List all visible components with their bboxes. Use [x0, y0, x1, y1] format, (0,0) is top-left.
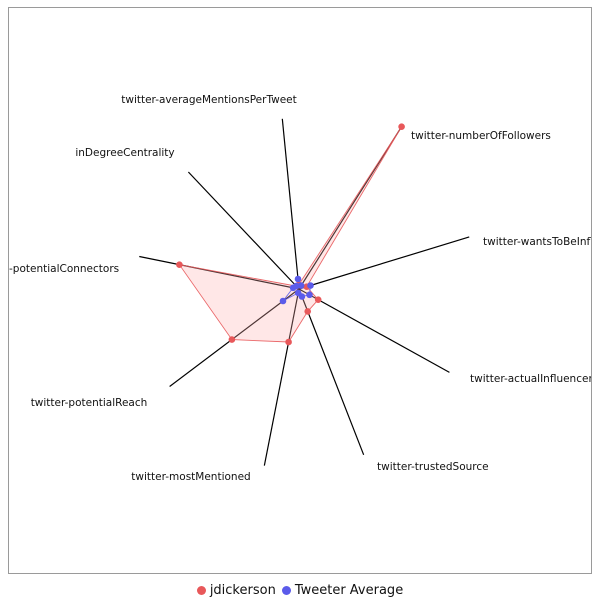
point-tweeter-average-twitter-potentialreach[interactable]	[279, 297, 287, 305]
point-jdickerson-potentialconnectors[interactable]	[176, 261, 183, 268]
point-jdickerson-twitter-actualinfluencer[interactable]	[314, 296, 322, 304]
axis-label-twitter-trustedsource: twitter-trustedSource	[377, 461, 489, 473]
axis-line-twitter-actualinfluencer	[298, 288, 450, 373]
legend-label-jdickerson: jdickerson	[209, 582, 276, 598]
chart-frame: twitter-numberOfFollowers twitter-wantsTo…	[8, 7, 592, 574]
point-tweeter-average-twitter-numberoffollowers[interactable]	[297, 282, 305, 289]
axis-line-twitter-mostmentioned	[263, 288, 300, 466]
legend-marker-jdickerson	[196, 585, 206, 595]
axis-line-twitter-wantstobeinflu	[298, 236, 470, 290]
point-tweeter-average-twitter-wantstobeinflu[interactable]	[307, 282, 314, 289]
point-tweeter-average-indegreecentrality[interactable]	[293, 282, 300, 290]
point-jdickerson-twitter-mostmentioned[interactable]	[285, 338, 292, 346]
point-jdickerson-twitter-potentialreach[interactable]	[228, 336, 236, 343]
radar-axis-labels: twitter-numberOfFollowers twitter-wantsTo…	[9, 94, 592, 483]
axis-line-indegreecentrality	[187, 171, 300, 290]
point-tweeter-average-twitter-actualinfluencer[interactable]	[306, 291, 313, 299]
legend-item-jdickerson[interactable]: jdickerson	[196, 582, 276, 598]
point-tweeter-average-twitter-averagementionspertweet[interactable]	[294, 275, 302, 283]
series-area-jdickerson	[178, 126, 402, 343]
point-tweeter-average-twitter-mostmentioned[interactable]	[294, 289, 302, 297]
axis-line-twitter-averagementionspertweet	[281, 118, 300, 290]
legend-marker-tweeter-average	[281, 585, 291, 595]
axis-label-twitter-actualinfluencer: twitter-actualInfluencer	[470, 373, 592, 385]
axis-label-twitter-numberoffollowers: twitter-numberOfFollowers	[411, 130, 551, 142]
legend: jdickerson Tweeter Average	[0, 580, 600, 600]
axis-label-twitter-potentialreach: twitter-potentialReach	[31, 397, 148, 409]
axis-label-twitter-averagementionspertweet: twitter-averageMentionsPerTweet	[121, 94, 297, 106]
legend-item-tweeter-average[interactable]: Tweeter Average	[281, 582, 404, 598]
point-jdickerson-twitter-trustedsource[interactable]	[304, 308, 312, 315]
point-jdickerson-twitter-numberoffollowers[interactable]	[398, 123, 405, 130]
axis-line-twitter-trustedsource	[298, 288, 365, 456]
axis-label-potentialconnectors: -potentialConnectors	[9, 263, 119, 275]
radar-series	[176, 123, 405, 346]
axis-label-twitter-wantstobeinflu: twitter-wantsToBeInflu	[483, 236, 592, 248]
legend-label-tweeter-average: Tweeter Average	[294, 582, 404, 598]
radar-chart: twitter-numberOfFollowers twitter-wantsTo…	[9, 94, 592, 483]
axis-label-twitter-mostmentioned: twitter-mostMentioned	[131, 471, 250, 483]
axis-label-indegreecentrality: inDegreeCentrality	[75, 147, 174, 159]
axis-line-potentialconnectors	[139, 255, 300, 290]
